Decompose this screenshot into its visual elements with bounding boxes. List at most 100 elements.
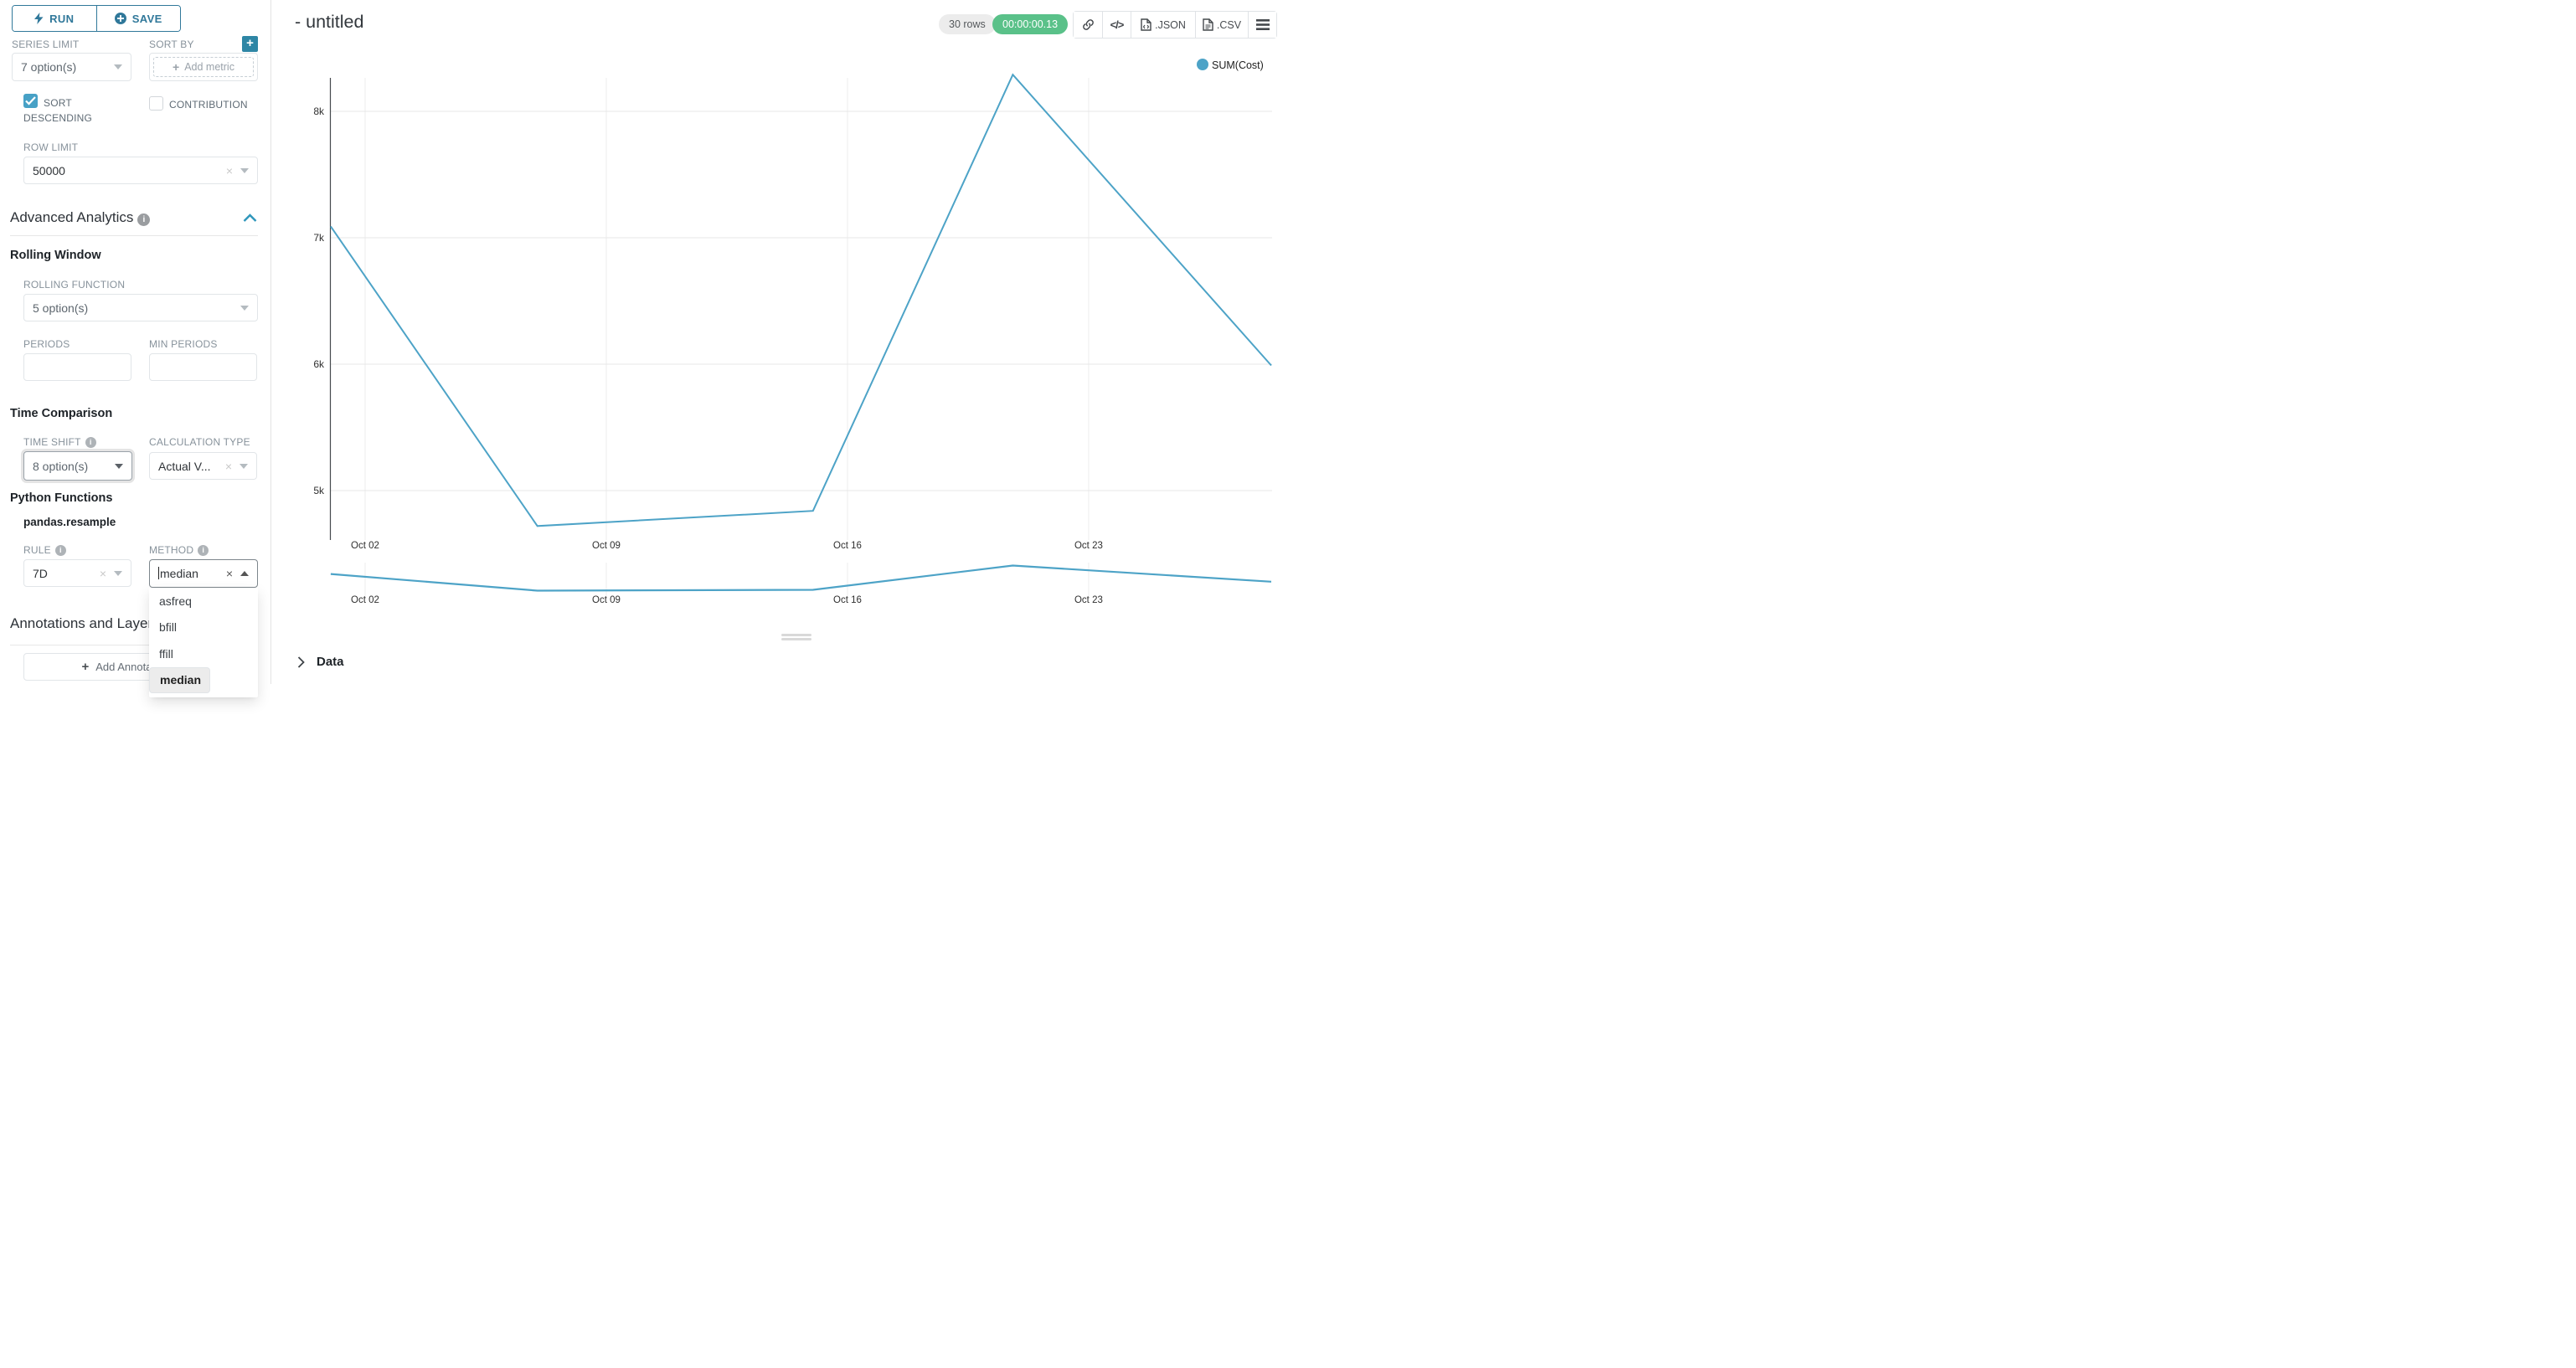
row-count-badge: 30 rows: [939, 14, 996, 34]
plus-icon: +: [173, 60, 180, 74]
sort-descending-label: SORT DESCENDING: [23, 97, 93, 124]
add-metric-placeholder: Add metric: [184, 61, 234, 73]
text-cursor: [158, 567, 159, 579]
svg-text:Oct 09: Oct 09: [592, 541, 621, 551]
annotations-layers-header[interactable]: Annotations and Layers: [10, 615, 160, 631]
svg-text:8k: 8k: [313, 105, 325, 117]
periods-label: PERIODS: [23, 338, 70, 350]
export-toolbar: </> .JSON .CSV: [1073, 11, 1277, 39]
rule-label: RULE i: [23, 544, 66, 556]
rolling-function-label: ROLLING FUNCTION: [23, 279, 126, 291]
pandas-resample-label: pandas.resample: [23, 516, 116, 528]
export-json-button[interactable]: .JSON: [1131, 12, 1195, 38]
line-chart[interactable]: Oct 02 Oct 09 Oct 16 Oct 23 8k 7k 6k 5k Oct 02 Oc…: [272, 0, 1288, 645]
info-icon: i: [54, 545, 66, 556]
copy-link-button[interactable]: [1074, 12, 1102, 38]
row-limit-select[interactable]: 50000 ×: [23, 157, 258, 184]
clear-icon[interactable]: ×: [99, 566, 106, 580]
rule-select[interactable]: 7D ×: [23, 559, 131, 587]
section-divider: [10, 235, 258, 236]
svg-text:Oct 02: Oct 02: [351, 595, 379, 605]
svg-text:Oct 16: Oct 16: [833, 541, 862, 551]
run-button[interactable]: RUN: [13, 6, 96, 31]
method-label: METHOD i: [149, 544, 209, 556]
svg-text:Oct 09: Oct 09: [592, 595, 621, 605]
add-sort-metric-button[interactable]: +: [242, 36, 258, 52]
dropdown-option-bfill[interactable]: bfill: [159, 620, 178, 635]
chevron-up-icon: [240, 571, 249, 576]
resize-handle-icon[interactable]: [781, 634, 811, 636]
min-periods-label: MIN PERIODS: [149, 338, 218, 350]
json-label: .JSON: [1155, 18, 1186, 31]
chevron-down-icon: [240, 167, 249, 173]
chevron-up-icon[interactable]: [243, 213, 257, 223]
chevron-right-icon: [297, 656, 305, 668]
min-periods-input[interactable]: [149, 353, 257, 381]
dropdown-option-ffill[interactable]: ffill: [159, 646, 173, 661]
save-label: SAVE: [131, 12, 162, 25]
dropdown-option-median[interactable]: median: [149, 666, 211, 693]
clear-icon[interactable]: ×: [225, 163, 233, 177]
query-timer-badge: 00:00:00.13: [992, 14, 1069, 34]
method-select[interactable]: median ×: [149, 559, 258, 588]
time-shift-label: TIME SHIFT i: [23, 436, 96, 448]
chevron-down-icon: [114, 570, 122, 576]
svg-text:SUM(Cost): SUM(Cost): [1212, 59, 1264, 71]
svg-text:Oct 23: Oct 23: [1074, 595, 1103, 605]
embed-code-button[interactable]: </>: [1102, 12, 1131, 38]
plus-icon: +: [81, 660, 90, 674]
contribution-label: CONTRIBUTION: [169, 99, 248, 111]
clear-icon[interactable]: ×: [225, 567, 233, 580]
method-dropdown: asfreq bfill ffill median: [149, 588, 258, 697]
time-comparison-title: Time Comparison: [10, 407, 113, 420]
calculation-type-select[interactable]: Actual V... ×: [149, 452, 257, 480]
file-text-icon: [1203, 18, 1213, 31]
dropdown-option-asfreq[interactable]: asfreq: [159, 594, 192, 608]
check-icon: [25, 96, 36, 105]
svg-text:Oct 23: Oct 23: [1074, 541, 1103, 551]
plus-circle-icon: [114, 13, 126, 24]
periods-input[interactable]: [23, 353, 131, 381]
control-panel-sidebar: RUN SAVE SERIES LIMIT SORT BY + 7 option…: [0, 0, 271, 697]
svg-text:6k: 6k: [313, 358, 325, 370]
contribution-checkbox[interactable]: [149, 96, 163, 111]
advanced-analytics-header[interactable]: Advanced Analytics i: [10, 209, 151, 226]
hamburger-icon: [1255, 19, 1270, 30]
clear-icon[interactable]: ×: [224, 459, 232, 473]
chevron-down-icon: [240, 463, 248, 469]
svg-text:7k: 7k: [313, 232, 325, 244]
info-icon: i: [85, 437, 96, 448]
rolling-window-title: Rolling Window: [10, 249, 101, 262]
row-limit-label: ROW LIMIT: [23, 141, 79, 153]
sort-by-label: SORT BY: [149, 39, 194, 50]
sort-descending-checkbox[interactable]: [23, 94, 38, 108]
export-csv-button[interactable]: .CSV: [1195, 12, 1248, 38]
more-menu-button[interactable]: [1248, 12, 1276, 38]
series-limit-select[interactable]: 7 option(s): [12, 53, 131, 81]
csv-label: .CSV: [1216, 18, 1242, 31]
run-save-button-group: RUN SAVE: [12, 5, 181, 32]
file-code-icon: [1141, 18, 1151, 31]
series-limit-label: SERIES LIMIT: [12, 39, 80, 50]
link-icon: [1082, 19, 1094, 30]
run-label: RUN: [49, 12, 75, 25]
sort-by-metric-box[interactable]: + Add metric: [149, 53, 258, 81]
calculation-type-label: CALCULATION TYPE: [149, 436, 250, 448]
time-shift-select[interactable]: 8 option(s): [23, 451, 132, 481]
lightning-icon: [34, 13, 44, 24]
chevron-down-icon: [240, 305, 249, 311]
svg-text:Oct 16: Oct 16: [833, 595, 862, 605]
python-functions-title: Python Functions: [10, 491, 113, 505]
data-panel-toggle[interactable]: Data: [297, 655, 344, 669]
resize-handle-icon[interactable]: [781, 638, 811, 640]
info-icon: i: [198, 545, 209, 556]
info-icon: i: [137, 213, 151, 226]
chart-title[interactable]: - untitled: [295, 12, 364, 32]
svg-text:5k: 5k: [313, 485, 325, 496]
save-button[interactable]: SAVE: [95, 6, 180, 31]
chevron-down-icon: [115, 463, 123, 469]
chart-panel: - untitled 30 rows 00:00:00.13 </> .JSON: [272, 0, 1288, 684]
code-icon: </>: [1110, 18, 1125, 31]
rolling-function-select[interactable]: 5 option(s): [23, 294, 258, 321]
data-panel-label: Data: [317, 655, 344, 669]
